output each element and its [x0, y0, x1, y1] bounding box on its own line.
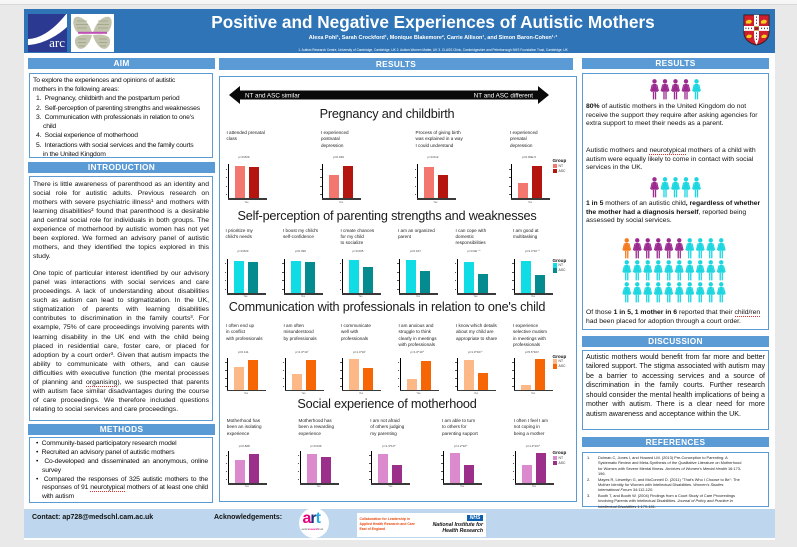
svg-text:NT and ASC different: NT and ASC different	[474, 92, 534, 99]
svg-text:NT and ASC similar: NT and ASC similar	[245, 92, 300, 99]
